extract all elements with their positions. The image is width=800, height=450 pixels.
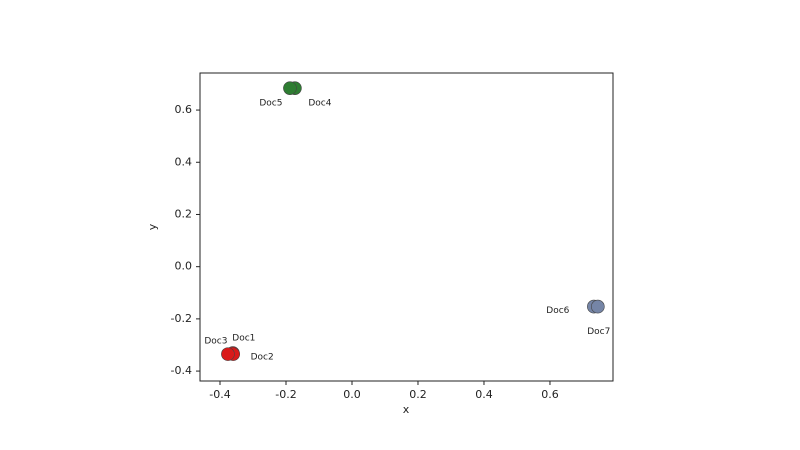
point-label: Doc4 <box>308 99 331 109</box>
y-tick-label: 0.2 <box>175 207 193 220</box>
x-tick-label: 0.6 <box>541 388 559 401</box>
x-axis-label: x <box>403 403 410 416</box>
x-tick-label: -0.2 <box>275 388 296 401</box>
point <box>591 299 605 314</box>
y-tick-label: -0.2 <box>171 312 192 325</box>
point <box>283 81 297 95</box>
x-tick-label: 0.4 <box>475 388 493 401</box>
y-tick-label: 0.6 <box>175 103 193 116</box>
point-label: Doc7 <box>587 327 610 337</box>
y-tick-label: 0.0 <box>175 260 193 273</box>
point-label: Doc6 <box>546 306 569 316</box>
point-label: Doc3 <box>204 337 227 347</box>
point-label: Doc5 <box>259 99 282 109</box>
x-tick-label: 0.0 <box>343 388 361 401</box>
x-tick-label: -0.4 <box>209 388 230 401</box>
point-label: Doc1 <box>232 334 255 344</box>
y-tick-label: 0.4 <box>175 155 193 168</box>
plot-frame <box>199 72 614 382</box>
point <box>221 347 235 361</box>
point-label: Doc2 <box>251 353 274 363</box>
y-tick-label: -0.4 <box>171 364 192 377</box>
x-tick-label: 0.2 <box>409 388 427 401</box>
y-axis-label: y <box>146 223 159 230</box>
